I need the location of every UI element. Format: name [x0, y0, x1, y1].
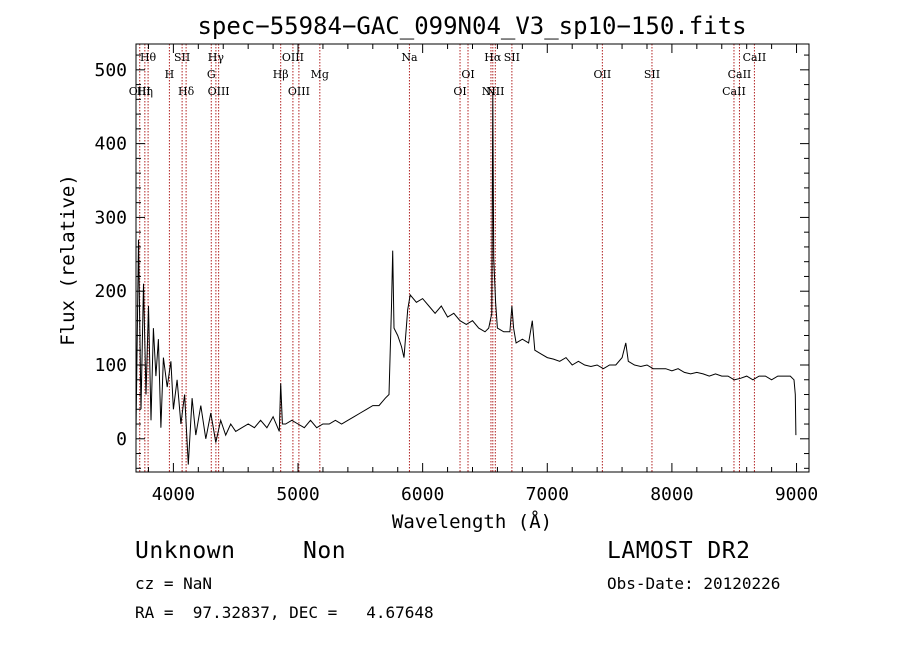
line-label: Na [401, 51, 418, 64]
y-axis-label: Flux (relative) [57, 174, 79, 346]
line-label: OI [453, 85, 466, 98]
y-tick-label: 0 [116, 429, 127, 450]
coordinates: RA = 97.32837, DEC = 4.67648 [135, 603, 434, 622]
y-axis-ticks: 0 100 200 300 400 500 [94, 54, 809, 469]
line-label: OIII [129, 85, 151, 98]
line-label: H [165, 68, 175, 81]
line-label: OII [594, 68, 612, 81]
line-label: CaII [743, 51, 767, 64]
x-tick-label: 8000 [650, 484, 693, 505]
object-class: Unknown [135, 538, 236, 564]
line-label: Hη [137, 85, 153, 98]
line-label: NII [482, 85, 500, 98]
x-tick-label: 6000 [401, 484, 444, 505]
x-axis-ticks: 4000 5000 6000 7000 8000 9000 [147, 44, 818, 505]
line-label: Hβ [273, 68, 289, 81]
plot-frame [135, 43, 810, 473]
line-label: Hα [484, 51, 502, 64]
y-tick-label: 500 [94, 60, 127, 81]
line-label: NII [486, 85, 504, 98]
redshift-value: cz = NaN [135, 574, 213, 593]
line-label: Mg [311, 68, 329, 81]
y-tick-label: 200 [94, 281, 127, 302]
line-label: OI [461, 68, 474, 81]
object-subclass: Non [303, 538, 347, 564]
line-label: Hδ [178, 85, 195, 98]
x-tick-label: 4000 [152, 484, 195, 505]
survey-name: LAMOST DR2 [607, 538, 751, 564]
line-label: Hγ [208, 51, 225, 64]
y-tick-label: 400 [94, 134, 127, 155]
line-label: Hθ [140, 51, 157, 64]
line-label: OIII [208, 85, 230, 98]
emission-line-labels: OIIIHηHθHSIIHδGHγOIIIHβOIIIOIIIMgNaOIOIN… [129, 51, 767, 98]
x-axis-label: Wavelength (Å) [392, 510, 552, 533]
line-label: OIII [282, 51, 304, 64]
x-tick-label: 7000 [526, 484, 569, 505]
line-label: SII [174, 51, 190, 64]
line-label: OIII [288, 85, 310, 98]
line-label: CaII [728, 68, 752, 81]
x-tick-label: 5000 [276, 484, 319, 505]
line-label: G [207, 68, 216, 81]
spectrum-line [135, 91, 797, 465]
line-label: SII [644, 68, 660, 81]
observation-date: Obs-Date: 20120226 [607, 574, 781, 593]
y-tick-label: 100 [94, 355, 127, 376]
line-label: CaII [722, 85, 746, 98]
chart-title: spec−55984−GAC_099N04_V3_sp10−150.fits [197, 12, 746, 40]
y-tick-label: 300 [94, 207, 127, 228]
line-label: SII [504, 51, 520, 64]
x-tick-label: 9000 [775, 484, 818, 505]
emission-line-markers [139, 44, 755, 472]
